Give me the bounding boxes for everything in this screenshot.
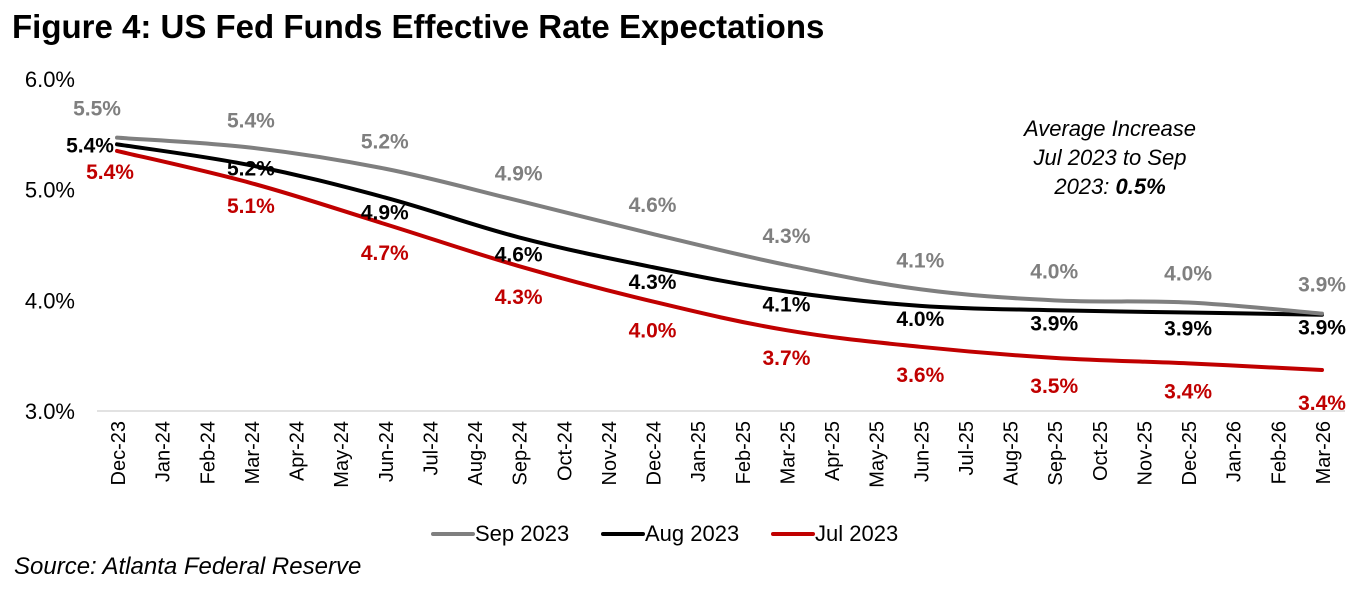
x-tick-label: Oct-24	[554, 421, 576, 481]
data-label: 5.1%	[227, 195, 275, 218]
x-tick-label: Jan-25	[688, 421, 710, 482]
y-axis: 3.0% 4.0% 5.0% 6.0%	[25, 67, 75, 424]
data-label: 5.4%	[66, 134, 114, 157]
y-tick-label: 5.0%	[25, 178, 75, 203]
x-tick-label: May-24	[331, 421, 353, 488]
data-label: 3.9%	[1298, 274, 1346, 297]
series-line-jul-2023	[115, 148, 1324, 373]
legend: Sep 2023 Aug 2023 Jul 2023	[431, 521, 898, 546]
data-label: 5.4%	[86, 161, 134, 184]
data-label: 3.5%	[1030, 375, 1078, 398]
data-label: 4.9%	[361, 201, 409, 224]
legend-label: Aug 2023	[645, 521, 739, 546]
x-tick-label: Oct-25	[1090, 421, 1112, 481]
source-note: Source: Atlanta Federal Reserve	[14, 553, 362, 580]
x-tick-label: Nov-24	[599, 421, 621, 485]
data-labels: 5.5% 5.4% 5.2% 4.9% 4.6% 4.3% 4.1% 4.0% 4.0% 3.9%…	[66, 98, 1346, 415]
legend-label: Sep 2023	[475, 521, 569, 546]
data-label: 4.3%	[629, 271, 677, 294]
y-tick-label: 6.0%	[25, 67, 75, 92]
x-tick-label: Mar-25	[777, 421, 799, 484]
data-label: 4.3%	[763, 225, 811, 248]
x-tick-label: Feb-24	[197, 421, 219, 484]
x-tick-label: Nov-25	[1134, 421, 1156, 485]
annotation-value: 0.5%	[1115, 174, 1166, 199]
x-tick-label: Apr-25	[822, 421, 844, 481]
x-tick-label: Dec-25	[1179, 421, 1201, 485]
data-label: 4.1%	[763, 293, 811, 316]
data-label: 4.0%	[1030, 260, 1078, 283]
x-tick-label: Dec-24	[644, 421, 666, 485]
x-tick-label: Feb-26	[1268, 421, 1290, 484]
x-tick-label: Jul-24	[420, 421, 442, 475]
data-label: 4.6%	[629, 194, 677, 217]
data-label: 4.0%	[896, 308, 944, 331]
series-lines	[115, 135, 1324, 373]
x-tick-label: Apr-24	[287, 421, 309, 481]
x-tick-label: Jun-25	[911, 421, 933, 482]
x-tick-label: Aug-24	[465, 421, 487, 486]
x-tick-label: Mar-24	[242, 421, 264, 484]
annotation-line-1: Average Increase	[1023, 116, 1197, 141]
data-label: 3.9%	[1298, 317, 1346, 340]
data-label: 5.2%	[227, 157, 275, 180]
data-label: 3.9%	[1030, 312, 1078, 335]
x-axis: Dec-23 Jan-24 Feb-24 Mar-24 Apr-24 May-24 Jun-…	[108, 421, 1335, 488]
x-tick-label: Jan-24	[153, 421, 175, 482]
data-label: 4.9%	[495, 163, 543, 186]
series-line-aug-2023	[115, 142, 1324, 317]
x-tick-label: May-25	[867, 421, 889, 488]
chart-title: Figure 4: US Fed Funds Effective Rate Ex…	[12, 8, 825, 45]
x-tick-label: Dec-23	[108, 421, 130, 485]
data-label: 4.0%	[629, 319, 677, 342]
x-tick-label: Jan-26	[1224, 421, 1246, 482]
x-tick-label: Jul-25	[956, 421, 978, 475]
annotation-line-3-prefix: 2023:	[1054, 174, 1116, 199]
series-line-sep-2023	[115, 135, 1324, 316]
x-tick-label: Feb-25	[733, 421, 755, 484]
data-label: 3.6%	[896, 364, 944, 387]
data-label: 3.7%	[763, 347, 811, 370]
data-label: 5.5%	[73, 98, 121, 121]
legend-label: Jul 2023	[815, 521, 898, 546]
average-increase-annotation: Average Increase Jul 2023 to Sep 2023: 0…	[960, 114, 1260, 201]
x-tick-label: Jun-24	[376, 421, 398, 482]
x-tick-label: Aug-25	[1001, 421, 1023, 486]
data-label: 5.4%	[227, 110, 275, 133]
data-label: 4.3%	[495, 286, 543, 309]
data-label: 3.4%	[1164, 380, 1212, 403]
y-tick-label: 4.0%	[25, 288, 75, 313]
y-tick-label: 3.0%	[25, 399, 75, 424]
data-label: 4.6%	[495, 243, 543, 266]
data-label: 4.0%	[1164, 263, 1212, 286]
x-tick-label: Sep-25	[1045, 421, 1067, 486]
data-label: 5.2%	[361, 131, 409, 154]
data-label: 3.4%	[1298, 392, 1346, 415]
annotation-line-2: Jul 2023 to Sep	[1033, 145, 1187, 170]
annotation-line-3: 2023: 0.5%	[960, 172, 1260, 201]
x-tick-label: Mar-26	[1313, 421, 1335, 484]
data-label: 4.1%	[896, 249, 944, 272]
x-tick-label: Sep-24	[510, 421, 532, 486]
data-label: 4.7%	[361, 242, 409, 265]
data-label: 3.9%	[1164, 318, 1212, 341]
